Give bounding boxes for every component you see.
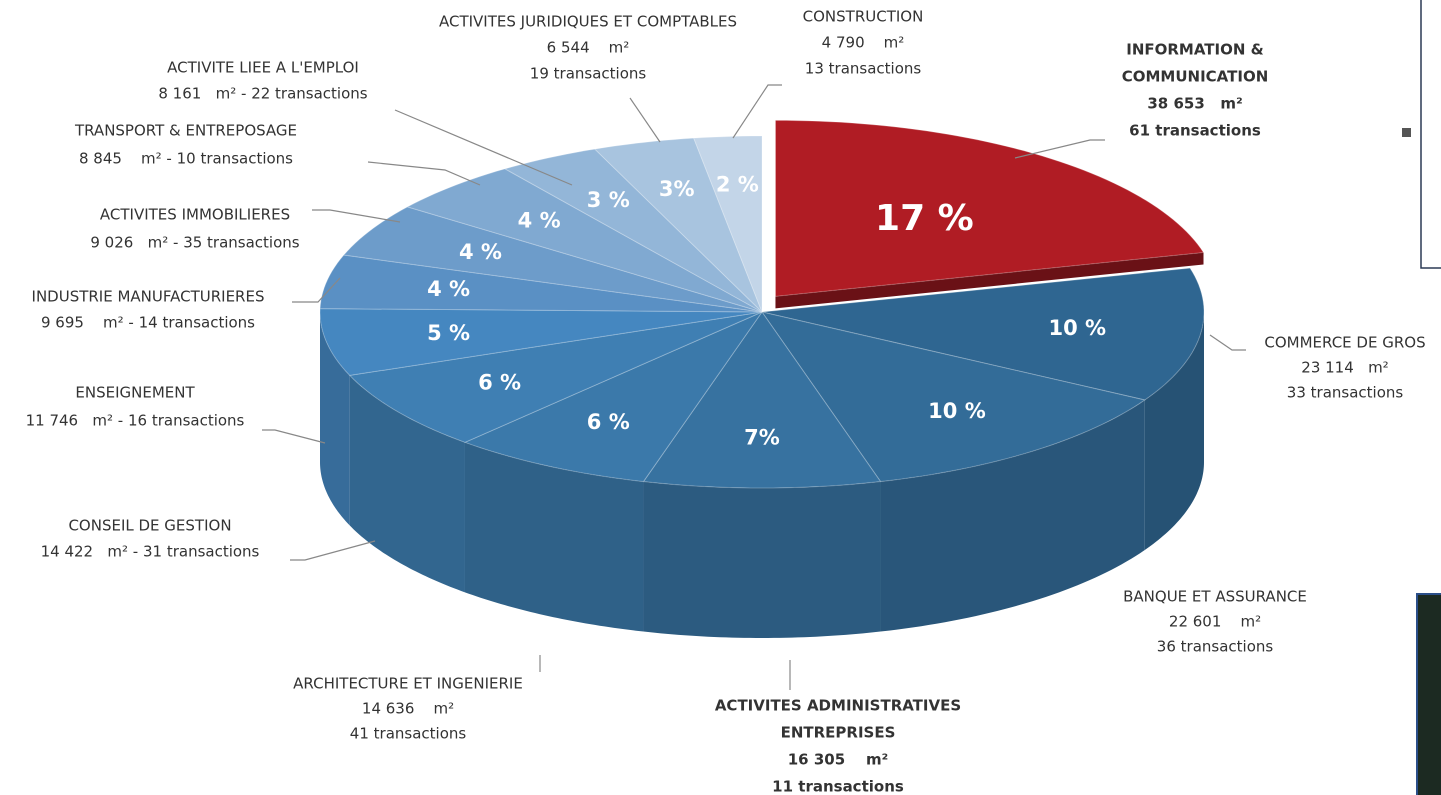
slice-percent: 4 % — [459, 240, 502, 264]
slice-label: INDUSTRIE MANUFACTURIERES — [32, 288, 265, 306]
slice-label: ENTREPRISES — [781, 724, 896, 742]
slice-label: 9 026 m² - 35 transactions — [90, 234, 299, 252]
slice-label: ACTIVITES JURIDIQUES ET COMPTABLES — [439, 13, 737, 31]
slice-percent: 6 % — [478, 371, 521, 395]
slice-side — [775, 252, 1204, 309]
slice-label: 61 transactions — [1129, 122, 1261, 140]
slice — [761, 267, 1205, 401]
slice — [503, 148, 763, 313]
side-panel-border — [1420, 0, 1441, 269]
slice-label: ACTIVITES ADMINISTRATIVES — [715, 697, 961, 715]
slice-label: BANQUE ET ASSURANCE — [1123, 588, 1307, 606]
slice-label: CONSEIL DE GESTION — [68, 517, 231, 535]
leader-line — [394, 109, 573, 186]
slice-label: COMMUNICATION — [1122, 68, 1269, 86]
slice — [463, 310, 764, 483]
slice-label: ACTIVITES IMMOBILIERES — [100, 206, 290, 224]
slice-percent: 4 % — [518, 209, 561, 233]
leader-line — [262, 429, 326, 444]
slice — [406, 168, 763, 313]
slice-label: ARCHITECTURE ET INGENIERIE — [293, 675, 523, 693]
slice-label: 11 transactions — [772, 778, 904, 795]
leader-line — [367, 161, 481, 186]
labels: INFORMATION & COMMUNICATION 38 653 m² 61 tr… — [26, 8, 1426, 795]
leader-line — [1209, 334, 1246, 351]
slice-label: INFORMATION & — [1126, 41, 1263, 59]
leader-line — [290, 540, 376, 561]
slice-label: ENSEIGNEMENT — [75, 384, 195, 402]
slice-percent: 10 % — [928, 399, 986, 423]
slice-percent: 10 % — [1049, 316, 1107, 340]
slice-side — [643, 481, 881, 638]
slice — [348, 311, 763, 443]
slice-side — [1144, 312, 1204, 550]
side-photo — [1416, 593, 1441, 795]
slice-percent: 5 % — [427, 321, 470, 345]
slice — [342, 206, 763, 313]
slice-side — [349, 375, 465, 593]
slice-percent: 4 % — [427, 277, 470, 301]
slice-label: 8 161 m² - 22 transactions — [158, 85, 367, 103]
slice-side — [880, 400, 1145, 632]
leader-line — [629, 97, 661, 143]
slice-label: COMMERCE DE GROS — [1264, 334, 1425, 352]
slice-label: 22 601 m² — [1169, 613, 1261, 631]
slice-label: 9 695 m² - 14 transactions — [41, 314, 255, 332]
pie: 17 % 10 % 10 % 7% 6 % 6 % 5 % 4 % 4 % 4 % 3 % 3% 2 % — [319, 119, 1205, 638]
slice-label: 6 544 m² — [547, 39, 630, 57]
slice-label: 16 305 m² — [788, 751, 889, 769]
slice-percent: 6 % — [587, 410, 630, 434]
slice-label: CONSTRUCTION — [803, 8, 924, 26]
leader-line — [732, 84, 782, 139]
slice-percent: 17 % — [875, 198, 974, 239]
slice — [319, 308, 763, 376]
slice-label: 14 636 m² — [362, 700, 454, 718]
slice-label: 4 790 m² — [822, 34, 905, 52]
leader-line — [312, 209, 401, 223]
slice-label: ACTIVITE LIEE A L'EMPLOI — [167, 59, 359, 77]
slice-label: 38 653 m² — [1147, 95, 1242, 113]
slice — [593, 137, 763, 313]
slice-label: 41 transactions — [350, 725, 467, 743]
slice-label: 13 transactions — [805, 60, 922, 78]
slice-label: 23 114 m² — [1301, 359, 1388, 377]
slice-label: 19 transactions — [530, 65, 647, 83]
slice — [319, 254, 763, 313]
slice-label: TRANSPORT & ENTREPOSAGE — [74, 122, 297, 140]
slice-label: 11 746 m² - 16 transactions — [26, 412, 245, 430]
leader-line — [1014, 139, 1105, 159]
slice-label: 36 transactions — [1157, 638, 1274, 656]
slice-percent: 3% — [659, 177, 695, 201]
slice — [774, 119, 1205, 297]
slice-percent: 3 % — [587, 188, 630, 212]
slice-percent: 2 % — [716, 173, 759, 197]
slice — [692, 135, 763, 313]
slice-side — [320, 312, 350, 526]
slice-label: 8 845 m² - 10 transactions — [79, 150, 293, 168]
slice-label: 33 transactions — [1287, 384, 1404, 402]
slice-side — [464, 442, 644, 632]
slice — [642, 311, 882, 489]
legend-square — [1402, 128, 1411, 137]
slice — [760, 311, 1147, 483]
leader-line — [292, 277, 341, 303]
slice-label: 14 422 m² - 31 transactions — [41, 543, 260, 561]
slice-percent: 7% — [744, 426, 780, 450]
